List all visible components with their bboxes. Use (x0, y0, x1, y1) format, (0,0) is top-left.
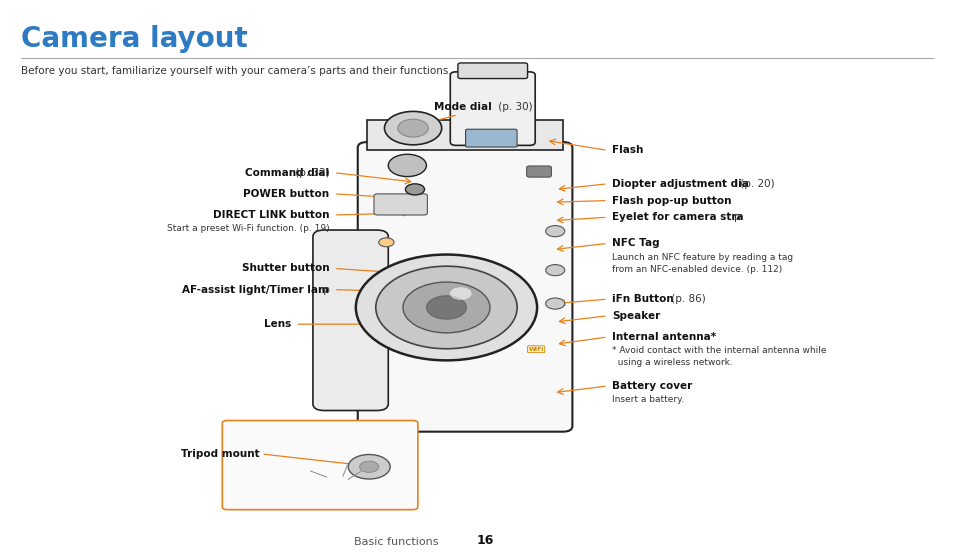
Text: l (p. 20): l (p. 20) (734, 179, 774, 189)
Text: from an NFC-enabled device. (p. 112): from an NFC-enabled device. (p. 112) (612, 265, 781, 274)
Text: Insert a battery.: Insert a battery. (612, 395, 684, 404)
Text: (p. 32): (p. 32) (253, 168, 330, 178)
Text: Flash: Flash (612, 145, 643, 155)
Text: iFn Button: iFn Button (612, 294, 674, 304)
Text: Launch an NFC feature by reading a tag: Launch an NFC feature by reading a tag (612, 253, 793, 262)
Text: Shutter button: Shutter button (241, 263, 329, 273)
Text: * Avoid contact with the internal antenna while: * Avoid contact with the internal antenn… (612, 346, 826, 355)
Text: Internal antenna*: Internal antenna* (612, 332, 716, 342)
Text: Flash pop-up button: Flash pop-up button (612, 196, 731, 206)
Text: (p. 30): (p. 30) (495, 102, 533, 112)
Circle shape (545, 226, 564, 237)
Text: Battery cover: Battery cover (612, 381, 692, 391)
Circle shape (388, 154, 426, 177)
Circle shape (545, 298, 564, 309)
FancyBboxPatch shape (313, 230, 388, 411)
Text: Before you start, familiarize yourself with your camera’s parts and their functi: Before you start, familiarize yourself w… (21, 66, 452, 76)
Text: AF-assist light/Timer lam: AF-assist light/Timer lam (182, 285, 329, 295)
Circle shape (397, 119, 428, 137)
Circle shape (384, 111, 441, 145)
Text: Lens: Lens (263, 319, 291, 329)
Text: Eyelet for camera stra: Eyelet for camera stra (612, 212, 743, 222)
Text: (p. 86): (p. 86) (667, 294, 705, 304)
Text: 16: 16 (476, 534, 494, 547)
Text: Tripod mount: Tripod mount (181, 449, 259, 459)
Text: Camera layout: Camera layout (21, 25, 248, 53)
FancyBboxPatch shape (465, 129, 517, 147)
FancyBboxPatch shape (526, 166, 551, 177)
Circle shape (450, 287, 471, 300)
Circle shape (545, 265, 564, 276)
Circle shape (378, 238, 394, 247)
FancyBboxPatch shape (222, 421, 417, 510)
Text: p: p (242, 285, 330, 295)
Text: Command dial: Command dial (245, 168, 329, 178)
Text: NFC Tag: NFC Tag (612, 238, 659, 248)
Text: Diopter adjustment dia: Diopter adjustment dia (612, 179, 748, 189)
Text: DIRECT LINK button: DIRECT LINK button (213, 210, 329, 220)
Circle shape (348, 455, 390, 479)
Text: Basic functions: Basic functions (354, 537, 438, 547)
Text: Start a preset Wi-Fi function. (p. 19): Start a preset Wi-Fi function. (p. 19) (167, 224, 329, 233)
Circle shape (402, 282, 490, 333)
Circle shape (355, 255, 537, 360)
Text: p: p (734, 212, 740, 222)
Circle shape (405, 184, 424, 195)
Text: WiFi: WiFi (528, 347, 543, 351)
FancyBboxPatch shape (374, 194, 427, 215)
Text: POWER button: POWER button (243, 189, 329, 199)
Text: Speaker: Speaker (612, 311, 660, 321)
Circle shape (375, 266, 517, 349)
FancyBboxPatch shape (367, 120, 562, 150)
Text: Command dial (p. 32): Command dial (p. 32) (215, 168, 329, 178)
Text: using a wireless network.: using a wireless network. (612, 358, 733, 367)
FancyBboxPatch shape (357, 142, 572, 432)
FancyBboxPatch shape (450, 72, 535, 145)
Circle shape (426, 296, 466, 319)
Text: AF-assist light/Timer lamp: AF-assist light/Timer lamp (193, 285, 329, 295)
Text: Mode dial: Mode dial (434, 102, 491, 112)
Circle shape (359, 461, 378, 472)
FancyBboxPatch shape (457, 63, 527, 79)
